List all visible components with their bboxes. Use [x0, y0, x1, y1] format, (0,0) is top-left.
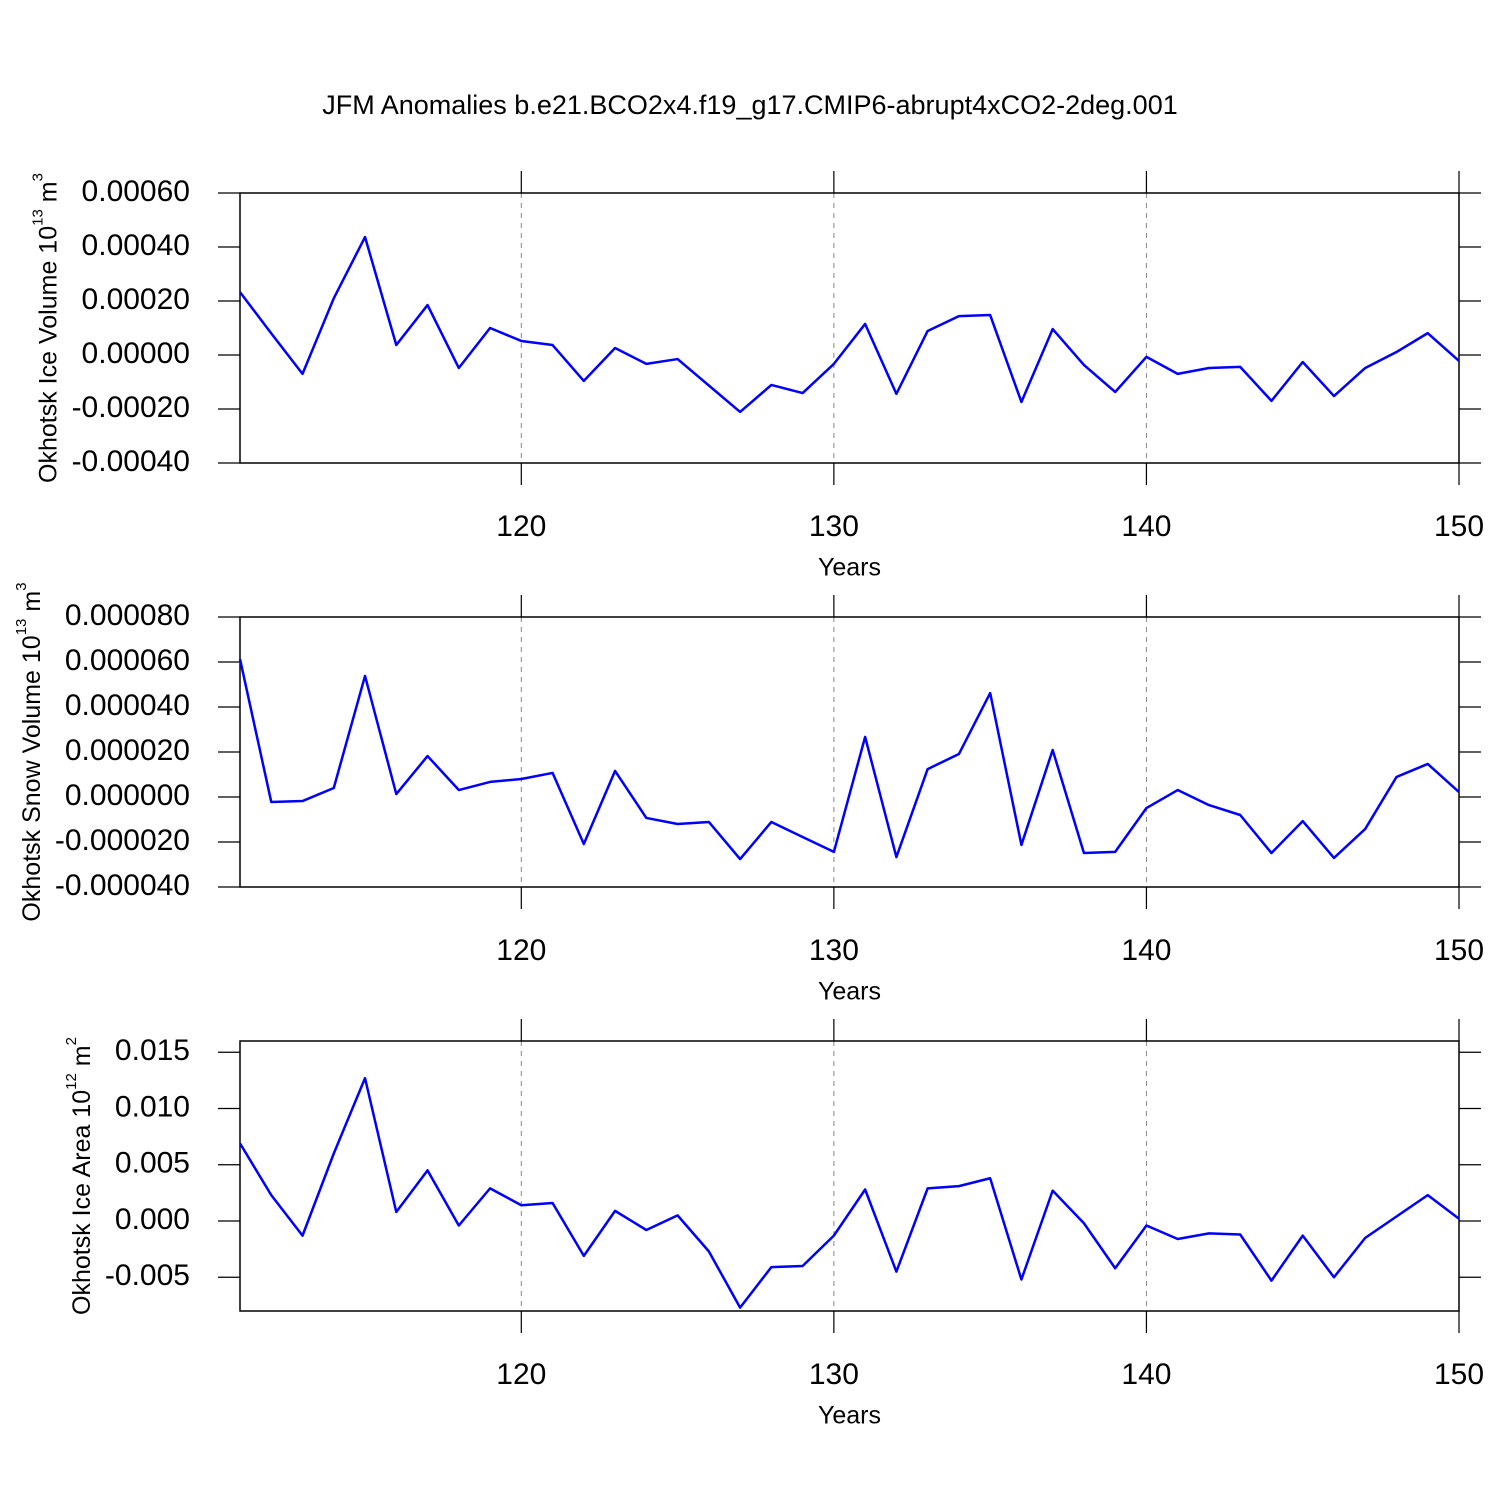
y-axis-label: Okhotsk Snow Volume 1013 m3 [13, 582, 46, 921]
x-tick-label: 120 [496, 510, 546, 543]
figure-title: JFM Anomalies b.e21.BCO2x4.f19_g17.CMIP6… [322, 90, 1177, 120]
y-axis-label: Okhotsk Ice Volume 1013 m3 [30, 173, 63, 483]
y-label-exp: 13 [30, 209, 47, 226]
x-axis-label: Years [818, 978, 881, 1006]
y-label-text: Okhotsk Ice Volume 10 [34, 226, 62, 483]
x-tick-label: 140 [1121, 510, 1171, 543]
y-tick-label: 0.000060 [65, 644, 190, 677]
x-tick-label: 140 [1121, 1358, 1171, 1391]
plot-frame [239, 1040, 1460, 1312]
y-tick-label: -0.000020 [55, 824, 190, 857]
data-line [239, 235, 1460, 414]
y-tick-label: -0.00040 [72, 445, 190, 478]
y-tick-label: 0.00020 [82, 283, 190, 316]
y-tick-label: 0.000080 [65, 599, 190, 632]
y-tick-label: 0.00040 [82, 229, 190, 262]
y-tick-label: 0.000000 [65, 779, 190, 812]
x-tick-label: 120 [496, 934, 546, 967]
y-label-text: Okhotsk Ice Area 10 [68, 1090, 96, 1315]
y-label-unit: m [34, 181, 62, 202]
data-line [238, 1076, 1460, 1309]
x-tick-label: 120 [496, 1358, 546, 1391]
y-tick-label: -0.005 [105, 1259, 190, 1292]
x-tick-label: 150 [1434, 510, 1484, 543]
y-tick-label: 0.010 [115, 1090, 190, 1123]
x-tick-label: 140 [1121, 934, 1171, 967]
y-label-unit-exp: 3 [13, 582, 30, 590]
y-tick-label: 0.000040 [65, 689, 190, 722]
y-tick-label: -0.000040 [55, 869, 190, 902]
y-tick-label: -0.00020 [72, 391, 190, 424]
y-tick-label: 0.00060 [82, 175, 190, 208]
x-tick-label: 150 [1434, 1358, 1484, 1391]
x-tick-label: 130 [809, 934, 859, 967]
y-tick-label: 0.015 [115, 1034, 190, 1067]
x-tick-label: 150 [1434, 934, 1484, 967]
x-tick-label: 130 [809, 1358, 859, 1391]
plot-frame [239, 616, 1460, 888]
y-tick-label: 0.005 [115, 1147, 190, 1180]
y-label-exp: 12 [63, 1073, 80, 1090]
y-tick-label: 0.00000 [82, 337, 190, 370]
x-axis-label: Years [818, 1402, 881, 1430]
y-label-unit-exp: 2 [63, 1037, 80, 1045]
x-tick-label: 130 [809, 510, 859, 543]
y-label-unit: m [17, 591, 45, 612]
y-label-text: Okhotsk Snow Volume 10 [17, 635, 45, 921]
y-label-unit-exp: 3 [30, 173, 47, 181]
data-line [238, 658, 1460, 861]
x-axis-label: Years [818, 554, 881, 582]
y-label-unit: m [68, 1045, 96, 1066]
y-axis-label: Okhotsk Ice Area 1012 m2 [63, 1037, 96, 1315]
y-tick-label: 0.000020 [65, 734, 190, 767]
y-label-exp: 13 [13, 619, 30, 636]
plot-frame [239, 192, 1460, 464]
y-tick-label: 0.000 [115, 1203, 190, 1236]
